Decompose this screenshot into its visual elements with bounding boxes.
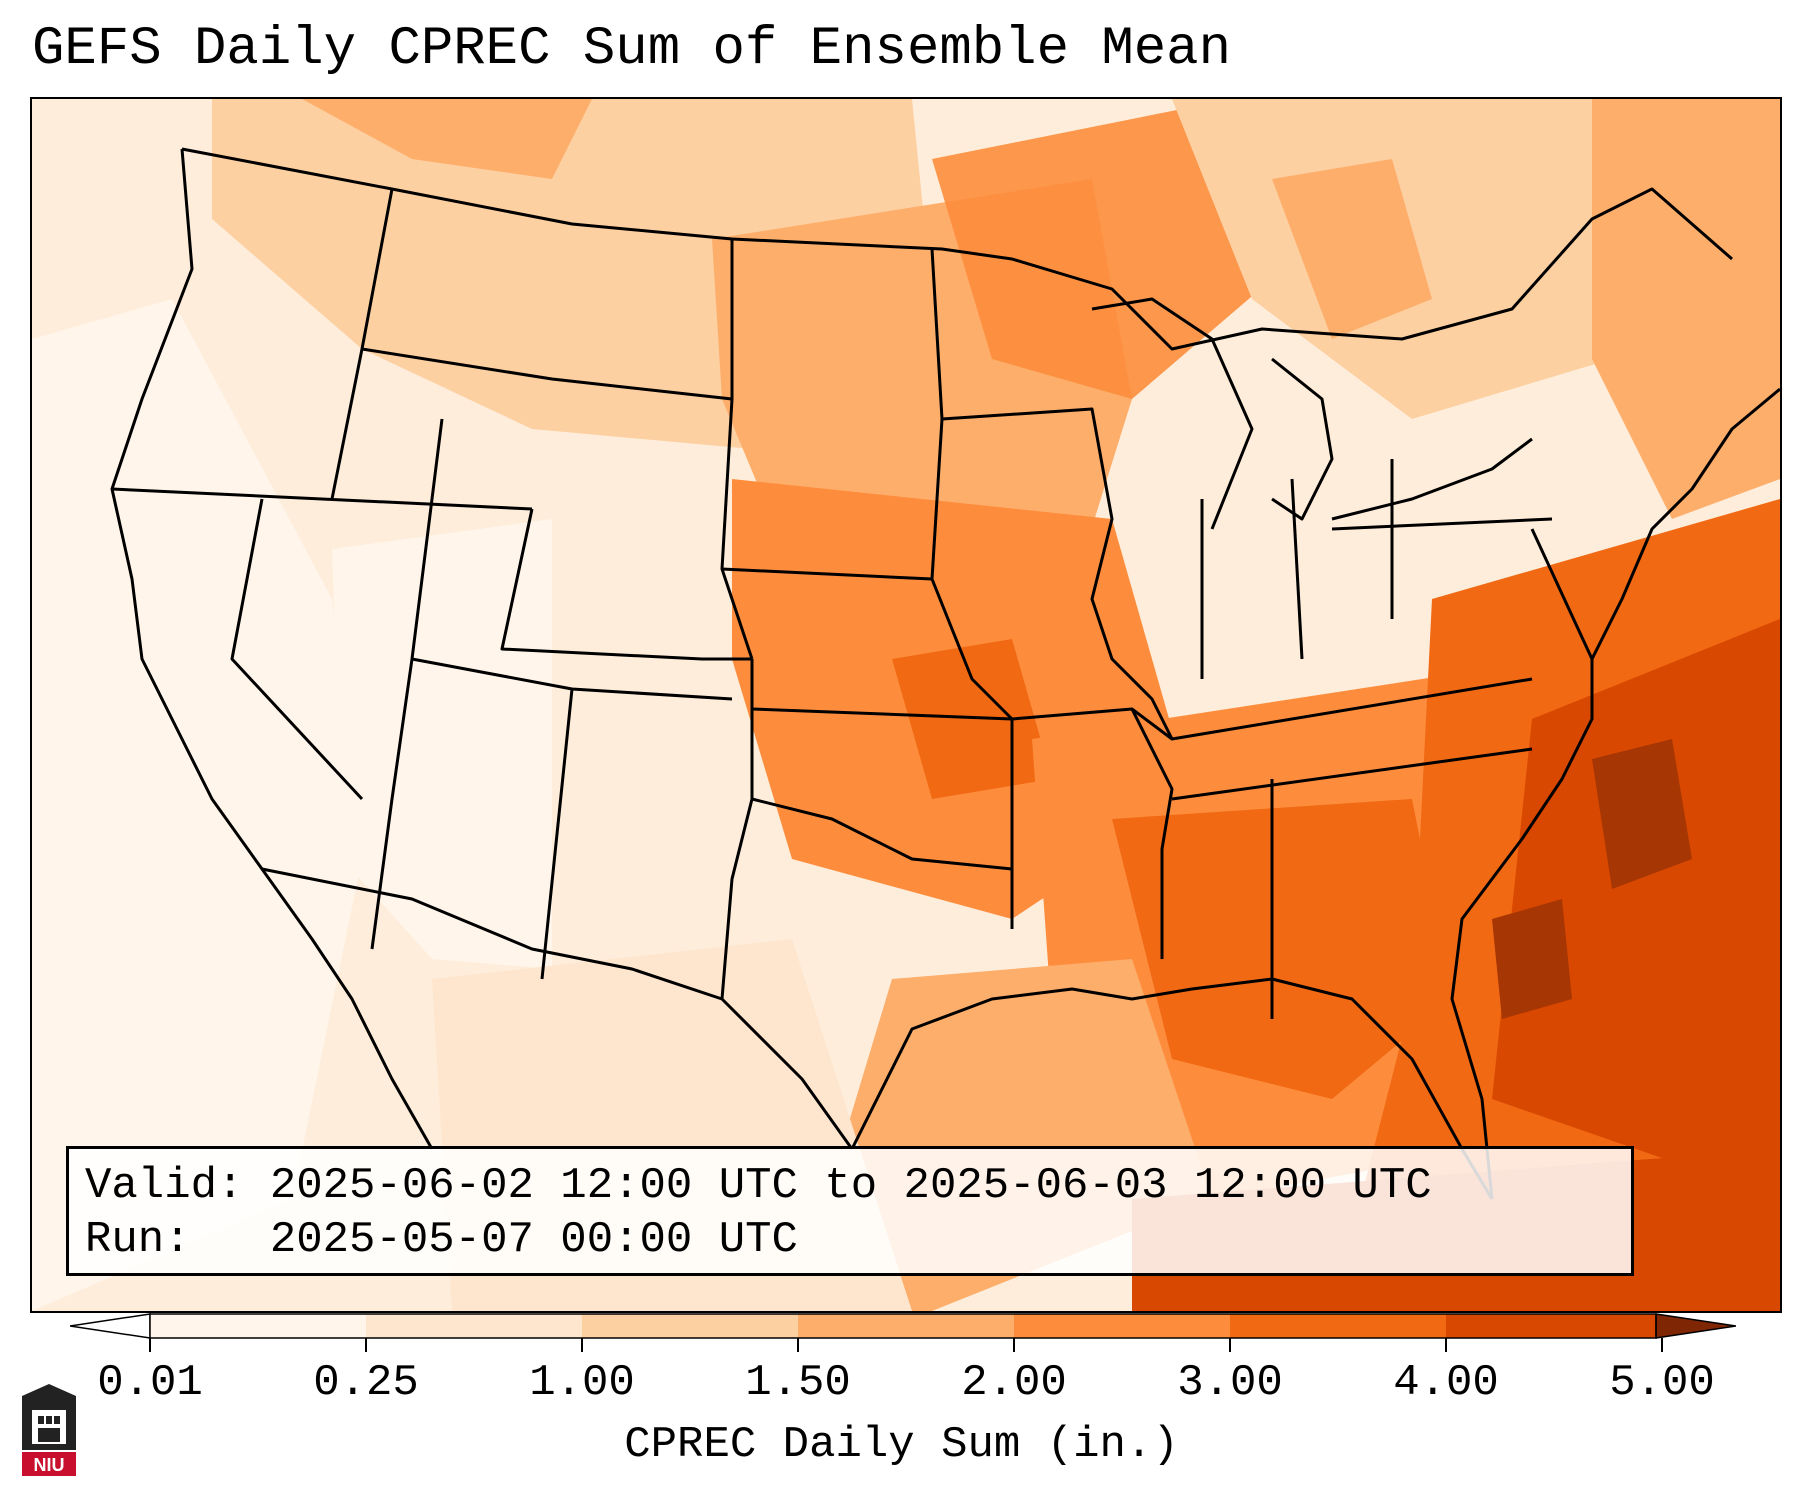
run-value: 2025-05-07 00:00 UTC (269, 1215, 798, 1265)
colorbar-ticks: 0.01 0.25 1.00 1.50 2.00 3.00 4.00 5.00 (0, 1338, 1803, 1418)
valid-value: 2025-06-02 12:00 UTC to 2025-06-03 12:00… (269, 1161, 1432, 1211)
valid-row: Valid: 2025-06-02 12:00 UTC to 2025-06-0… (85, 1159, 1615, 1213)
tick-label: 3.00 (1177, 1358, 1283, 1408)
tick-label: 4.00 (1393, 1358, 1499, 1408)
colorbar-segment-2 (582, 1314, 798, 1338)
valid-label: Valid: (85, 1161, 244, 1211)
run-row: Run: 2025-05-07 00:00 UTC (85, 1213, 1615, 1267)
tick-mark (581, 1338, 583, 1352)
colorbar-label: CPREC Daily Sum (in.) (624, 1420, 1179, 1470)
colorbar-extend-low (70, 1313, 151, 1339)
tick-label: 2.00 (961, 1358, 1067, 1408)
tick-label: 1.50 (745, 1358, 851, 1408)
niu-logo-text: NIU (34, 1455, 65, 1475)
precip-map (30, 97, 1782, 1313)
map-canvas (32, 99, 1780, 1311)
tick-mark (797, 1338, 799, 1352)
colorbar (70, 1313, 1736, 1339)
tick-mark (149, 1338, 151, 1352)
tick-label: 1.00 (529, 1358, 635, 1408)
niu-logo-icon: NIU (22, 1384, 76, 1476)
tick-mark (1661, 1338, 1663, 1352)
colorbar-segment-5 (1230, 1314, 1446, 1338)
tick-label: 0.25 (313, 1358, 419, 1408)
colorbar-segment-6 (1446, 1314, 1656, 1338)
tick-mark (365, 1338, 367, 1352)
tick-label: 0.01 (97, 1358, 203, 1408)
tick-label: 5.00 (1609, 1358, 1715, 1408)
colorbar-segment-0 (150, 1314, 366, 1338)
colorbar-extend-high (1655, 1313, 1736, 1339)
run-label: Run: (85, 1215, 191, 1265)
colorbar-segment-3 (798, 1314, 1014, 1338)
valid-run-info: Valid: 2025-06-02 12:00 UTC to 2025-06-0… (66, 1146, 1634, 1276)
colorbar-segment-4 (1014, 1314, 1230, 1338)
page-title: GEFS Daily CPREC Sum of Ensemble Mean (32, 19, 1231, 80)
tick-mark (1013, 1338, 1015, 1352)
colorbar-segment-1 (366, 1314, 582, 1338)
tick-mark (1445, 1338, 1447, 1352)
tick-mark (1229, 1338, 1231, 1352)
